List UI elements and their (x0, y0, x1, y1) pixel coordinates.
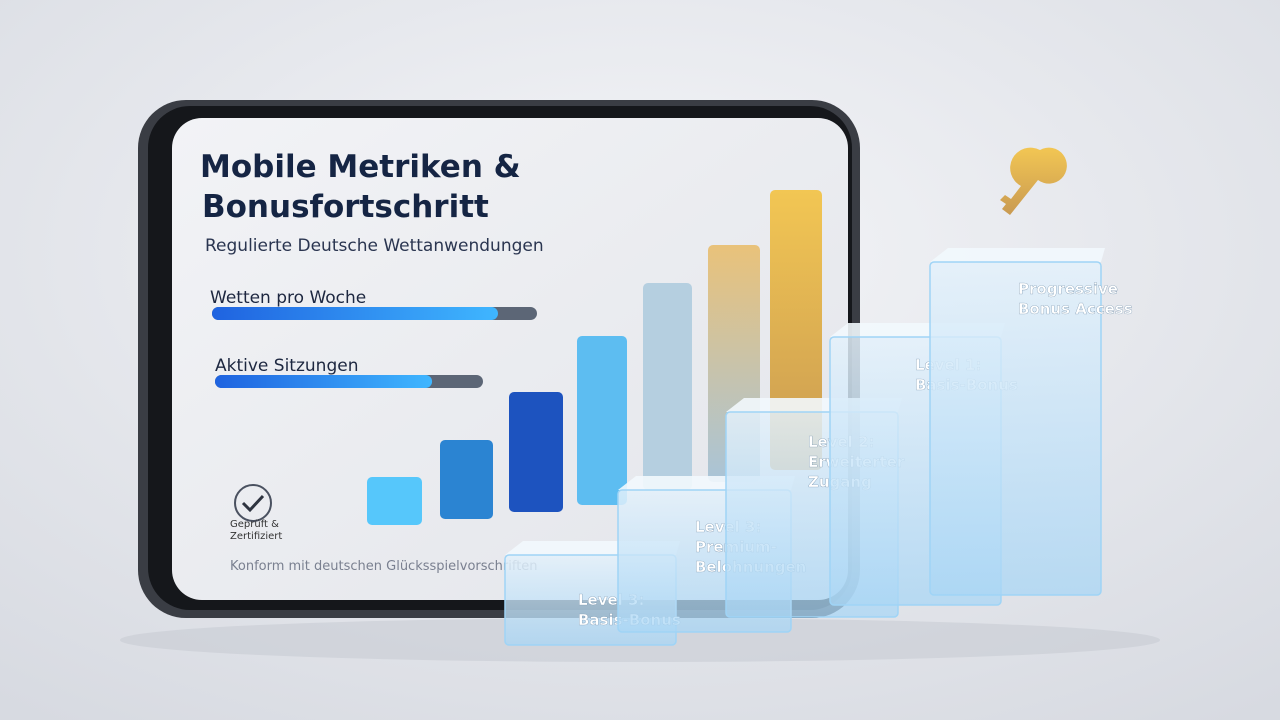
subtitle: Regulierte Deutsche Wettanwendungen (205, 236, 544, 256)
metric-label: Aktive Sitzungen (215, 356, 358, 376)
step-top (930, 248, 1105, 262)
step-front (929, 261, 1102, 596)
bar-shape (643, 283, 692, 490)
progress-fill (212, 307, 498, 320)
step-label: Bonus Access (1018, 300, 1133, 318)
bar-shape (367, 477, 422, 525)
badge-line: Zertifiziert (230, 531, 282, 542)
footer: Konform mit deutschen Glücksspielvorschr… (230, 559, 538, 574)
step-label: Progressive (1018, 280, 1118, 298)
badge-line: Geprüft & (230, 519, 279, 530)
step: Progressive Bonus Access (929, 248, 1133, 596)
metric-label: Wetten pro Woche (210, 288, 366, 308)
badge-check (241, 494, 265, 513)
bar-shape (440, 440, 493, 519)
badge-icon (234, 484, 272, 522)
progress-fill (215, 375, 433, 388)
bar-shape (509, 392, 563, 512)
tablet-bars (367, 190, 822, 525)
title-line: Mobile Metriken & (200, 149, 521, 185)
title-line: Bonusfortschritt (202, 189, 489, 225)
bar-shape (577, 336, 627, 505)
key-icon (1000, 147, 1067, 215)
